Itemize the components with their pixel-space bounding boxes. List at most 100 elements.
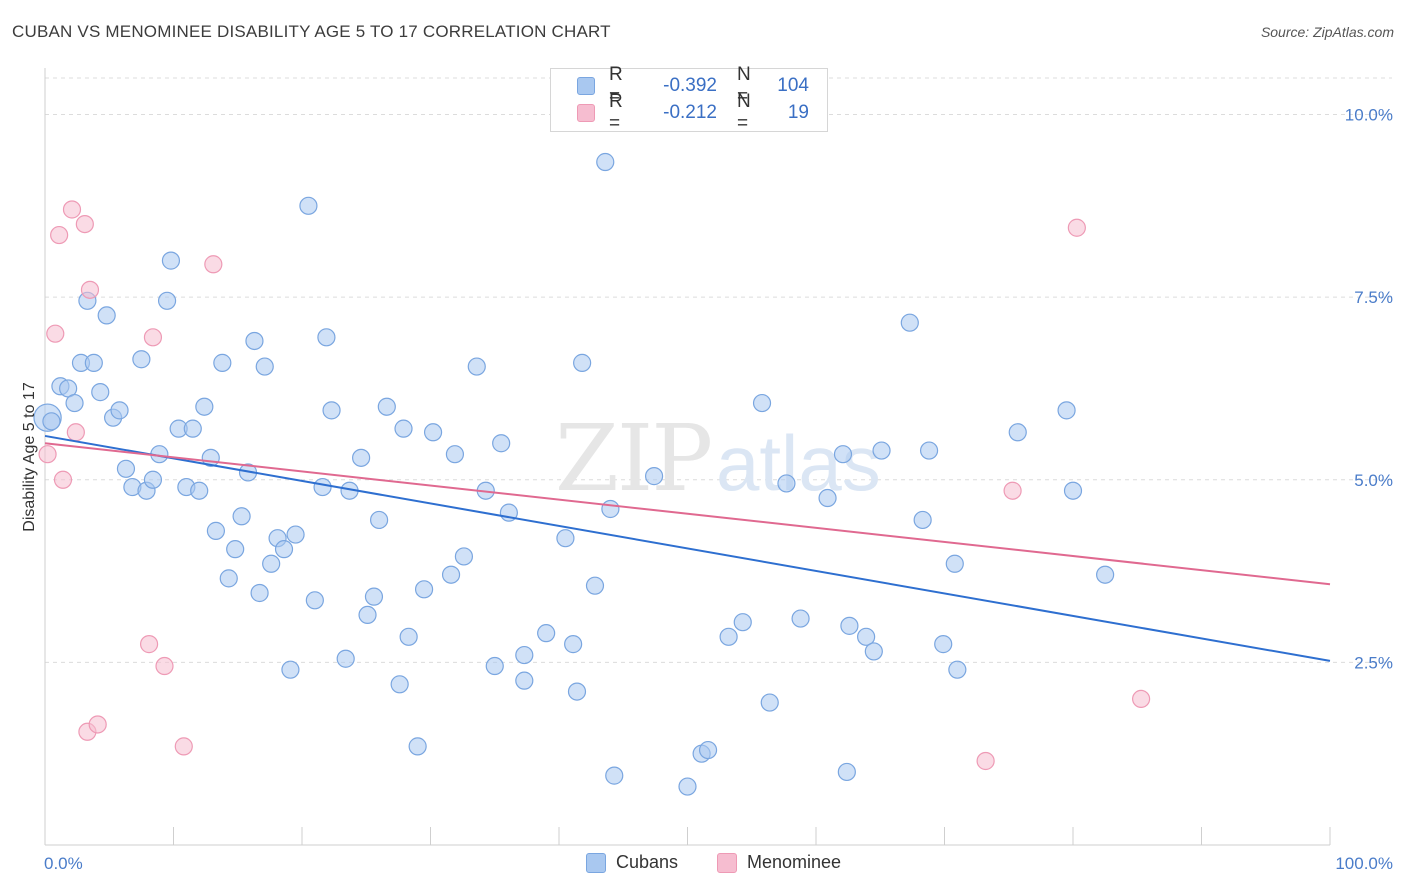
cubans-point [317, 328, 336, 347]
cubans-point [537, 624, 556, 643]
legend-item-menominee: Menominee [717, 852, 841, 873]
cubans-point [91, 383, 110, 402]
cubans-point [857, 627, 876, 646]
cubans-point [377, 397, 396, 416]
cubans-point [601, 499, 620, 519]
cubans-point [733, 613, 752, 632]
cubans-point [818, 488, 837, 508]
watermark: ZIP atlas [555, 405, 881, 512]
menominee-points [38, 200, 1151, 771]
cubans-point [833, 445, 853, 464]
legend-row-cubans: R = -0.392 N = 104 [577, 64, 809, 107]
menominee-point [88, 715, 107, 734]
cubans-point [1063, 481, 1083, 500]
legend-item-cubans: Cubans [586, 852, 678, 873]
cubans-point [358, 605, 377, 625]
cubans-point [564, 635, 583, 654]
cubans-point [414, 580, 434, 599]
cubans-point [454, 547, 474, 566]
cubans-point [585, 576, 605, 595]
cubans-point [467, 357, 486, 376]
cubans-point [445, 445, 465, 464]
n-label: N = [737, 91, 751, 134]
cubans-point [322, 401, 341, 420]
cubans-point [441, 565, 461, 584]
cubans-point [399, 627, 418, 646]
cubans-point [752, 393, 772, 413]
r-label: R = [609, 91, 623, 134]
chart-source: Source: ZipAtlas.com [1260, 24, 1394, 40]
cubans-point [556, 529, 575, 548]
cubans-point [1057, 401, 1076, 420]
x-tick-label-min: 0.0% [44, 854, 83, 873]
cubans-point [394, 419, 413, 438]
cubans-point [515, 645, 534, 665]
stats-legend: R = -0.392 N = 104 R = -0.212 N = 19 [550, 64, 828, 134]
cubans-point [206, 521, 226, 540]
cubans-trend-line [44, 434, 1331, 662]
cubans-point [485, 656, 504, 676]
y-tick-label: 2.5% [1354, 653, 1393, 672]
menominee-trend-line [44, 442, 1331, 586]
y-axis-label: Disability Age 5 to 17 [21, 382, 38, 532]
cubans-point [110, 401, 129, 420]
trend-lines [44, 434, 1331, 662]
svg-text:atlas: atlas [716, 419, 881, 507]
chart-title: CUBAN VS MENOMINEE DISABILITY AGE 5 TO 1… [12, 22, 611, 41]
cubans-point [840, 616, 859, 635]
cubans-point [97, 306, 116, 325]
menominee-point [80, 280, 100, 299]
menominee-point [1132, 689, 1151, 709]
cubans-point [913, 510, 932, 530]
cubans-point [596, 152, 615, 172]
cubans-point [1096, 565, 1115, 584]
cubans-point [837, 762, 856, 782]
y-tick-labels: 2.5% 5.0% 7.5% 10.0% [1345, 106, 1393, 673]
menominee-point [976, 751, 995, 771]
menominee-point [204, 255, 223, 274]
n-label: N = [737, 64, 751, 107]
cubans-legend-swatch [586, 852, 606, 873]
cubans-point [760, 693, 779, 712]
cubans-point [190, 481, 209, 500]
r-value: -0.392 [663, 75, 717, 96]
cubans-point [336, 649, 355, 668]
menominee-point [75, 214, 94, 234]
cubans-point [919, 441, 939, 460]
cubans-point [116, 459, 136, 478]
cubans-point [370, 510, 389, 530]
menominee-point [66, 423, 85, 442]
cubans-point [157, 291, 177, 310]
cubans-point [143, 470, 163, 489]
cubans-point [213, 353, 232, 372]
cubans-point [226, 540, 245, 559]
menominee-point [174, 737, 193, 756]
cubans-point [183, 419, 202, 438]
cubans-point [423, 423, 443, 442]
cubans-point [492, 434, 511, 453]
n-value: 104 [777, 75, 809, 96]
cubans-point [900, 313, 919, 332]
cubans-point [274, 540, 294, 559]
menominee-point [1003, 481, 1022, 500]
cubans-point [605, 766, 624, 785]
r-value: -0.212 [663, 102, 717, 123]
cubans-point [719, 627, 738, 646]
cubans-point [644, 467, 664, 486]
menominee-point [62, 200, 82, 219]
y-tick-label: 7.5% [1354, 288, 1393, 307]
menominee-legend-swatch [717, 852, 737, 873]
cubans-point [84, 353, 103, 372]
cubans-point [364, 587, 384, 606]
cubans-point [352, 448, 371, 467]
menominee-legend-label: Menominee [747, 852, 842, 872]
cubans-point [65, 393, 84, 413]
menominee-point [1067, 218, 1086, 237]
menominee-point [53, 470, 73, 489]
cubans-point [262, 554, 281, 573]
cubans-point [934, 635, 953, 654]
cubans-point [219, 569, 238, 588]
menominee-point [155, 656, 174, 676]
legend-row-menominee: R = -0.212 N = 19 [577, 91, 809, 134]
